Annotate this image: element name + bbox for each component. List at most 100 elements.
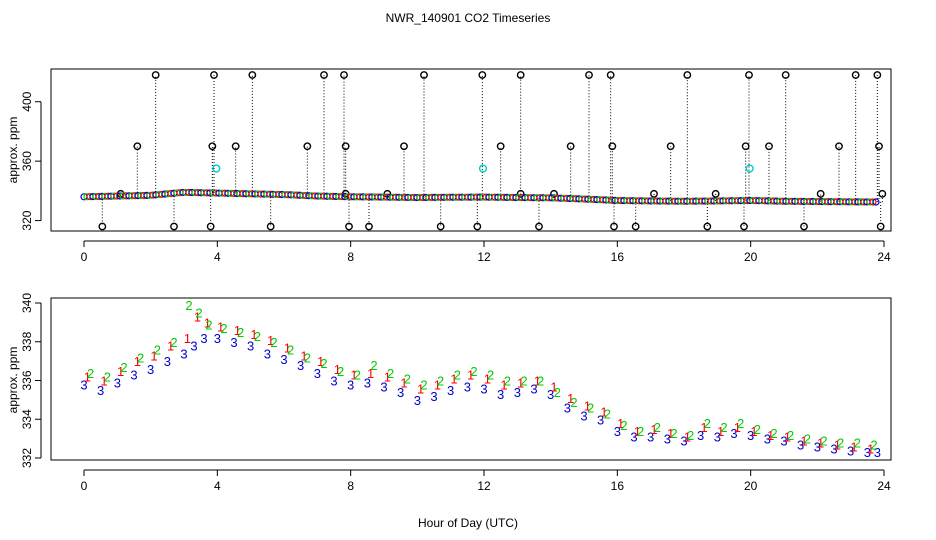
top-y-axis-label: approx. ppm bbox=[6, 117, 20, 184]
spike-low-point bbox=[876, 222, 885, 231]
spike-mid-point bbox=[341, 142, 350, 151]
series-2-point: 2 bbox=[720, 420, 727, 435]
series-3-point: 3 bbox=[747, 428, 754, 443]
series-2-point: 2 bbox=[205, 317, 212, 332]
top-plot-frame bbox=[50, 68, 892, 232]
series-3-point: 3 bbox=[547, 387, 554, 402]
series-2-point: 2 bbox=[370, 358, 377, 373]
x-tick-label: 8 bbox=[347, 250, 354, 264]
series-3-point: 3 bbox=[764, 432, 771, 447]
spike-low-point bbox=[740, 222, 748, 231]
spike-high-point bbox=[585, 71, 593, 79]
series-2-point: 2 bbox=[404, 372, 411, 387]
series-1-point: 1 bbox=[384, 370, 391, 385]
x-tick-label: 4 bbox=[214, 479, 221, 493]
series-3-point: 3 bbox=[780, 434, 787, 449]
series-2-point: 2 bbox=[154, 343, 161, 358]
series-2-point: 2 bbox=[587, 401, 594, 416]
x-tick-label: 0 bbox=[81, 479, 88, 493]
series-3-point: 3 bbox=[190, 339, 197, 354]
series-3-point: 3 bbox=[180, 346, 187, 361]
series-1-point: 1 bbox=[184, 331, 191, 346]
series-3-point: 3 bbox=[330, 374, 337, 389]
series-2-point: 2 bbox=[120, 360, 127, 375]
series-1-point: 1 bbox=[467, 368, 474, 383]
spike-mid-point bbox=[303, 142, 312, 151]
spike-mid-point bbox=[208, 142, 217, 151]
series-2-point: 2 bbox=[254, 329, 261, 344]
series-1-point: 1 bbox=[517, 375, 524, 390]
series-2-point: 2 bbox=[504, 374, 511, 389]
spike-high-point bbox=[248, 71, 257, 79]
series-2-point: 2 bbox=[854, 436, 861, 451]
series-2-point: 2 bbox=[195, 306, 202, 321]
series-2-point: 2 bbox=[237, 325, 244, 340]
x-axis-label: Hour of Day (UTC) bbox=[418, 516, 518, 530]
x-tick-label: 24 bbox=[877, 250, 891, 264]
series-2-point: 2 bbox=[104, 370, 111, 385]
series-2-point: 2 bbox=[354, 368, 361, 383]
top-plot-marks bbox=[80, 71, 887, 231]
series-3-point: 3 bbox=[664, 432, 671, 447]
x-tick-label: 20 bbox=[744, 479, 758, 493]
spike-small-point bbox=[516, 189, 525, 198]
series-2-point: 2 bbox=[270, 335, 277, 350]
top-panel: 0 4 8 12 16 20 24 320 360 400 approx. ppm bbox=[6, 68, 892, 264]
series-2-point: 2 bbox=[137, 350, 144, 365]
spike-mid-point bbox=[496, 142, 505, 151]
series-2-point: 2 bbox=[754, 422, 761, 437]
series-3-point: 3 bbox=[530, 381, 537, 396]
series-3-point: 3 bbox=[847, 443, 854, 458]
series-3-point: 3 bbox=[97, 383, 104, 398]
spike-high-point bbox=[320, 71, 328, 79]
x-tick-label: 16 bbox=[611, 479, 625, 493]
series-3-point: 3 bbox=[164, 354, 171, 369]
series-1-point: 1 bbox=[417, 381, 424, 396]
series-1-point: 1 bbox=[700, 420, 707, 435]
series-1-point: 1 bbox=[600, 405, 607, 420]
x-tick-label: 4 bbox=[214, 250, 221, 264]
spike-mid-point bbox=[666, 142, 675, 151]
series-3-point: 3 bbox=[874, 445, 881, 460]
spike-low-point bbox=[473, 222, 482, 231]
spike-high-point bbox=[151, 71, 160, 79]
series-2-point: 2 bbox=[620, 418, 627, 433]
x-tick-label: 24 bbox=[877, 479, 891, 493]
series-1-point: 1 bbox=[750, 424, 757, 439]
series-1-point: 1 bbox=[617, 416, 624, 431]
spike-high-point bbox=[606, 71, 615, 79]
y-tick-label: 400 bbox=[20, 91, 34, 111]
spike-high-point bbox=[781, 71, 790, 79]
spike-low-point bbox=[800, 222, 808, 231]
series-3-point: 3 bbox=[514, 385, 521, 400]
spike-high-point bbox=[340, 71, 348, 79]
series-3-point: 3 bbox=[464, 379, 471, 394]
series-3-point: 3 bbox=[214, 331, 221, 346]
flagged-point bbox=[478, 164, 488, 173]
series-1-point: 1 bbox=[850, 439, 857, 454]
series-2-point: 2 bbox=[454, 368, 461, 383]
series-1-point: 1 bbox=[667, 426, 674, 441]
series-1-point: 1 bbox=[300, 348, 307, 363]
series-2-point: 2 bbox=[637, 424, 644, 439]
series-1-point: 1 bbox=[350, 368, 357, 383]
series-3-point: 3 bbox=[364, 375, 371, 390]
x-tick-label: 16 bbox=[611, 250, 625, 264]
spike-low-point bbox=[98, 222, 107, 231]
series-2-point: 2 bbox=[870, 437, 877, 452]
series-1-point: 1 bbox=[634, 424, 641, 439]
series-2-point: 2 bbox=[87, 366, 94, 381]
spike-high-point bbox=[683, 71, 692, 79]
bottom-x-axis: 0 4 8 12 16 20 24 bbox=[81, 469, 891, 493]
series-2-point: 2 bbox=[837, 436, 844, 451]
spike-low-point bbox=[345, 222, 353, 231]
series-1-point: 1 bbox=[234, 323, 241, 338]
spike-high-point bbox=[420, 71, 428, 79]
series-1-point: 1 bbox=[204, 315, 211, 330]
spike-low-point bbox=[365, 222, 373, 231]
spike-high-point bbox=[873, 71, 882, 79]
series-3-point: 3 bbox=[200, 331, 207, 346]
spike-low-point bbox=[535, 222, 543, 231]
series-3-point: 3 bbox=[297, 358, 304, 373]
